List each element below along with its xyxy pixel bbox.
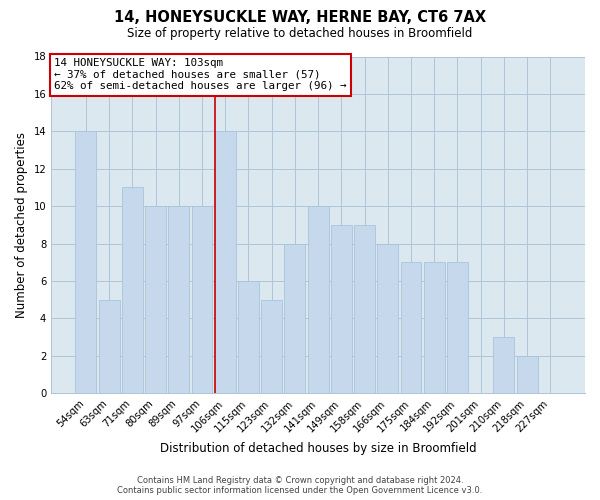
Text: Contains HM Land Registry data © Crown copyright and database right 2024.
Contai: Contains HM Land Registry data © Crown c… [118, 476, 482, 495]
Bar [284, 244, 305, 393]
Text: Size of property relative to detached houses in Broomfield: Size of property relative to detached ho… [127, 28, 473, 40]
Y-axis label: Number of detached properties: Number of detached properties [15, 132, 28, 318]
X-axis label: Distribution of detached houses by size in Broomfield: Distribution of detached houses by size … [160, 442, 476, 455]
Bar [424, 262, 445, 393]
Text: 14 HONEYSUCKLE WAY: 103sqm
← 37% of detached houses are smaller (57)
62% of semi: 14 HONEYSUCKLE WAY: 103sqm ← 37% of deta… [54, 58, 346, 92]
Bar [447, 262, 468, 393]
Bar [215, 132, 236, 393]
Bar [122, 188, 143, 393]
Bar [377, 244, 398, 393]
Bar [493, 337, 514, 393]
Bar [98, 300, 119, 393]
Bar [331, 225, 352, 393]
Text: 14, HONEYSUCKLE WAY, HERNE BAY, CT6 7AX: 14, HONEYSUCKLE WAY, HERNE BAY, CT6 7AX [114, 10, 486, 25]
Bar [169, 206, 189, 393]
Bar [517, 356, 538, 393]
Bar [191, 206, 212, 393]
Bar [76, 132, 97, 393]
Bar [354, 225, 375, 393]
Bar [145, 206, 166, 393]
Bar [238, 281, 259, 393]
Bar [308, 206, 329, 393]
Bar [401, 262, 421, 393]
Bar [261, 300, 282, 393]
